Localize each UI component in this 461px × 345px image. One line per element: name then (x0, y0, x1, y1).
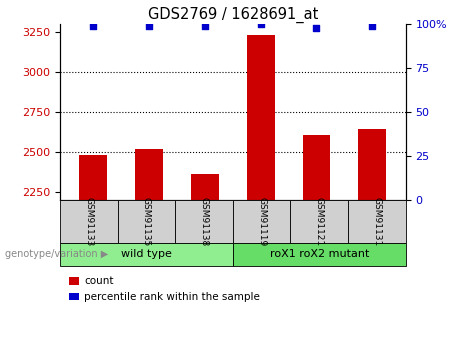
Text: GSM91131: GSM91131 (372, 197, 381, 246)
Text: wild type: wild type (121, 249, 172, 259)
Text: roX1 roX2 mutant: roX1 roX2 mutant (270, 249, 369, 259)
Point (90, 23, 97, 29)
Title: GDS2769 / 1628691_at: GDS2769 / 1628691_at (148, 7, 318, 23)
Bar (135, 149, 163, 200)
Point (201, 23, 209, 29)
Text: GSM91138: GSM91138 (200, 197, 208, 246)
Bar (302, 135, 331, 200)
Bar (358, 129, 386, 200)
Point (368, 23, 376, 29)
Bar (191, 174, 219, 200)
Text: count: count (84, 276, 113, 286)
Text: percentile rank within the sample: percentile rank within the sample (84, 292, 260, 302)
Text: genotype/variation ▶: genotype/variation ▶ (5, 249, 108, 259)
Text: GSM91121: GSM91121 (315, 197, 324, 246)
Text: GSM91133: GSM91133 (84, 197, 93, 246)
Bar (247, 35, 275, 200)
Point (146, 23, 153, 29)
Bar (79, 155, 107, 200)
Point (313, 25, 320, 30)
Point (257, 21, 264, 27)
Text: GSM91135: GSM91135 (142, 197, 151, 246)
Text: GSM91119: GSM91119 (257, 197, 266, 246)
